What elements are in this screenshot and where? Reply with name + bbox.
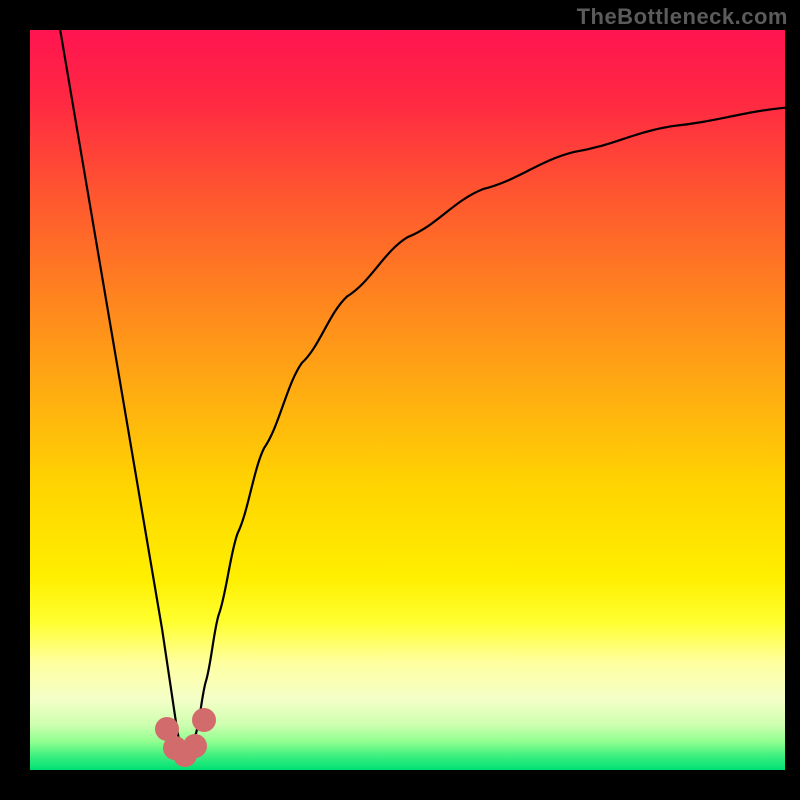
- chart-frame: TheBottleneck.com: [0, 0, 800, 800]
- plot-area: [30, 30, 785, 770]
- plot-background: [30, 30, 785, 770]
- plot-svg: [30, 30, 785, 770]
- watermark-text: TheBottleneck.com: [577, 4, 788, 30]
